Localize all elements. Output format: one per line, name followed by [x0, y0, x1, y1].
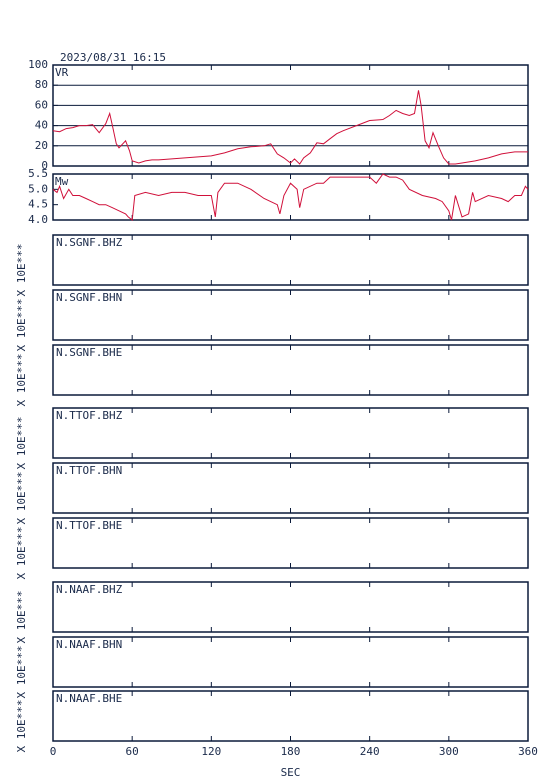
trace-label: N.TTOF.BHE	[56, 519, 122, 532]
y-tick-label: 100	[28, 58, 48, 71]
trace-label: N.SGNF.BHE	[56, 346, 122, 359]
y-tick-label: 80	[35, 78, 48, 91]
trace-label: N.TTOF.BHZ	[56, 409, 123, 422]
y-tick-label: 5.5	[28, 167, 48, 180]
y-tick-label: 4.0	[28, 213, 48, 226]
panel-frame	[52, 517, 529, 569]
panel-frame	[52, 234, 529, 286]
x-tick-label: 300	[439, 745, 459, 758]
trace-label: N.NAAF.BHE	[56, 692, 122, 705]
y-axis-label: X 10E***	[15, 417, 28, 470]
data-line	[52, 90, 528, 165]
y-axis-label: Mw	[55, 175, 69, 188]
y-axis-label: X 10E***	[15, 646, 28, 699]
y-tick-label: 5.0	[28, 182, 48, 195]
panel-frame	[52, 289, 529, 341]
panel-frame	[52, 64, 529, 167]
panel-frame	[52, 636, 529, 688]
y-axis-label: X 10E***	[15, 700, 28, 753]
x-tick-label: 240	[360, 745, 380, 758]
y-axis-label: X 10E***	[15, 244, 28, 297]
trace-label: N.SGNF.BHZ	[56, 236, 123, 249]
y-axis-label: VR	[55, 66, 69, 79]
y-tick-label: 4.5	[28, 198, 48, 211]
x-tick-label: 360	[518, 745, 538, 758]
y-axis-label: X 10E***	[15, 527, 28, 580]
y-tick-label: 0	[41, 159, 48, 172]
y-tick-label: 20	[35, 139, 48, 152]
panel-frame	[52, 344, 529, 396]
panel-frame	[52, 581, 529, 633]
panel-frame	[52, 462, 529, 514]
panel-frame	[52, 407, 529, 459]
x-axis-label: SEC	[281, 766, 301, 779]
panel-frame	[52, 690, 529, 742]
x-tick-label: 120	[201, 745, 221, 758]
y-tick-label: 40	[35, 119, 48, 132]
trace-label: N.TTOF.BHN	[56, 464, 122, 477]
trace-label: N.NAAF.BHZ	[56, 583, 123, 596]
x-tick-label: 0	[50, 745, 57, 758]
trace-label: N.NAAF.BHN	[56, 638, 122, 651]
y-axis-label: X 10E***	[15, 472, 28, 525]
x-tick-label: 180	[281, 745, 301, 758]
y-axis-label: X 10E***	[15, 354, 28, 407]
y-axis-label: X 10E***	[15, 591, 28, 644]
y-tick-label: 60	[35, 98, 48, 111]
x-tick-label: 60	[126, 745, 139, 758]
timestamp: 2023/08/31 16:15	[60, 51, 166, 64]
y-axis-label: X 10E***	[15, 299, 28, 352]
trace-label: N.SGNF.BHN	[56, 291, 122, 304]
data-line	[52, 173, 529, 221]
